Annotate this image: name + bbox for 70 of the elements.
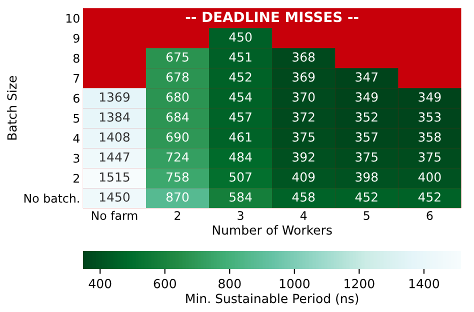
data-label: 758 — [166, 172, 189, 182]
data-label: 352 — [356, 112, 378, 122]
y-tick-label: 4 — [73, 134, 80, 143]
data-label: 675 — [166, 52, 188, 62]
data-label: 1447 — [100, 152, 130, 162]
data-label: 375 — [292, 132, 314, 142]
color-bar-label: 600 — [154, 278, 176, 288]
y-tick-label: 3 — [74, 154, 80, 163]
x-tick-label: 3 — [238, 211, 244, 220]
x-tick-label: No farm — [92, 210, 138, 220]
data-label: 409 — [292, 172, 315, 182]
color-bar-label: 1400 — [409, 278, 440, 288]
annotation: -- DEADLINE MISSES -- — [186, 12, 358, 22]
y-tick-label: 8 — [73, 54, 80, 63]
data-label: 392 — [292, 152, 314, 162]
data-label: 370 — [292, 92, 315, 102]
y-tick-label: 2 — [74, 174, 79, 183]
data-label: 451 — [229, 52, 252, 62]
data-label: 349 — [418, 92, 441, 102]
y-tick-label: 10 — [66, 14, 80, 23]
y-tick-label: No batch. — [24, 194, 79, 203]
data-label: 1515 — [100, 172, 130, 182]
data-label: 400 — [418, 172, 441, 182]
data-label: 690 — [166, 132, 189, 142]
data-label: 357 — [356, 132, 378, 142]
data-label: 375 — [356, 152, 378, 162]
data-label: 1450 — [100, 192, 130, 202]
data-label: 461 — [229, 132, 252, 142]
data-label: 684 — [166, 112, 189, 122]
color-bar-label: 1200 — [344, 278, 374, 288]
data-label: 452 — [229, 72, 252, 82]
data-label: 584 — [230, 192, 252, 202]
data-label: 1408 — [100, 132, 130, 142]
data-label: 457 — [229, 112, 252, 122]
data-label: 452 — [418, 192, 440, 202]
x-tick-label: 2 — [174, 211, 180, 220]
data-label: 724 — [166, 152, 189, 162]
y-axis-title: Batch Size — [7, 76, 17, 140]
color-bar-title: Min. Sustainable Period (ns) — [186, 294, 358, 305]
y-tick-label: 7 — [74, 74, 80, 83]
data-label: 507 — [230, 172, 252, 182]
x-axis-title: Number of Workers — [212, 225, 332, 235]
color-bar-label: 1000 — [280, 278, 310, 288]
data-label: 347 — [356, 72, 378, 82]
y-tick-label: 5 — [74, 114, 80, 123]
data-label: 452 — [355, 192, 378, 202]
data-label: 484 — [229, 152, 252, 162]
data-label: 372 — [292, 112, 314, 122]
y-tick-label: 6 — [73, 94, 80, 103]
color-bar-label: 400 — [88, 278, 112, 288]
data-label: 353 — [418, 112, 441, 122]
data-label: 1384 — [100, 112, 130, 122]
data-label: 454 — [229, 92, 252, 102]
data-label: 1369 — [100, 92, 130, 102]
data-label: 680 — [166, 92, 189, 102]
data-label: 368 — [292, 52, 315, 62]
data-label: 375 — [418, 152, 441, 162]
data-label: 398 — [356, 172, 378, 182]
data-label: 369 — [292, 72, 315, 82]
data-label: 870 — [166, 192, 189, 202]
x-tick-label: 5 — [364, 211, 370, 220]
color-bar-label: 800 — [218, 278, 241, 288]
data-label: 678 — [166, 72, 189, 82]
data-label: 358 — [418, 132, 441, 142]
data-label: 450 — [229, 32, 252, 42]
data-label: 349 — [356, 92, 378, 102]
data-label: 458 — [292, 192, 315, 202]
y-tick-label: 9 — [73, 34, 80, 43]
x-tick-label: 6 — [426, 211, 433, 220]
x-tick-label: 4 — [300, 211, 307, 220]
